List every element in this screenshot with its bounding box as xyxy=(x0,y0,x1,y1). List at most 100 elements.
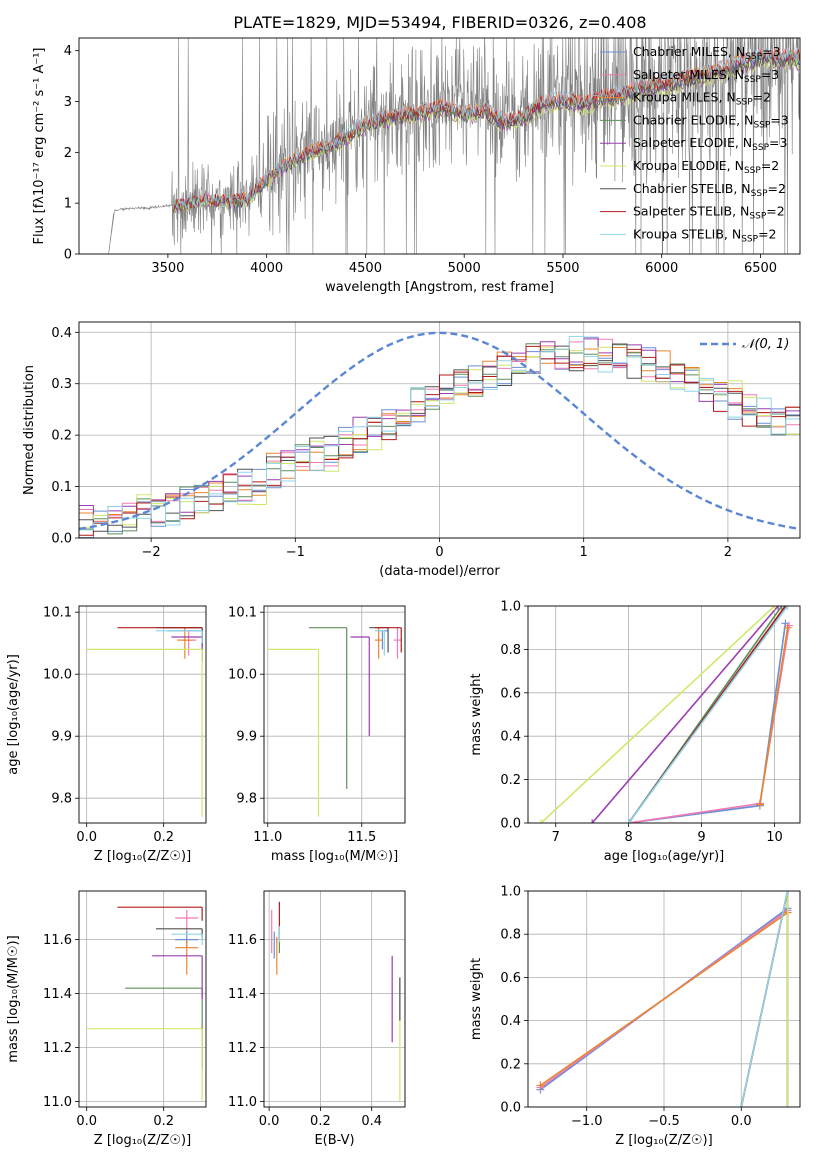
errorbar-kroupa-stelib xyxy=(374,630,385,656)
plot-area xyxy=(79,331,800,538)
x-axis-label: Z [log₁₀(Z/Z☉)] xyxy=(94,1133,191,1148)
point-marker xyxy=(770,606,779,610)
plot-area xyxy=(79,38,800,254)
y-tick-label: 4 xyxy=(64,44,72,59)
axes-frame xyxy=(78,37,801,255)
y-tick-label: 10.0 xyxy=(43,668,72,683)
plot-area xyxy=(86,906,203,1102)
axes-frame xyxy=(78,321,801,539)
y-tick-label: 0.2 xyxy=(500,1057,521,1072)
y-tick-label: 10.0 xyxy=(228,668,257,683)
errorbar-chabrier-stelib xyxy=(163,627,203,641)
point-marker xyxy=(783,891,792,895)
histogram-kroupa-stelib xyxy=(79,335,800,538)
normal-curve xyxy=(79,331,800,531)
axes-frame xyxy=(527,890,801,1108)
errorbar-salpeter-elodie xyxy=(152,955,203,999)
plot-area xyxy=(267,627,402,817)
line-salpeter-elodie xyxy=(591,606,779,823)
y-tick-label: 9.9 xyxy=(51,730,72,745)
x-tick-label: 0.2 xyxy=(153,830,174,845)
point-marker xyxy=(755,800,764,809)
y-tick-label: 1.0 xyxy=(500,885,521,900)
y-axis-label: Flux [fλ10⁻¹⁷ erg cm⁻² s⁻¹ A⁻¹] xyxy=(32,48,47,245)
x-tick-label: 1 xyxy=(580,545,588,560)
line-kroupa-stelib xyxy=(740,891,789,1107)
y-tick-label: 9.8 xyxy=(236,792,257,807)
x-tick-label: −1 xyxy=(286,545,305,560)
y-tick-label: 1.0 xyxy=(500,600,521,615)
x-tick-label: −0.5 xyxy=(648,1114,680,1129)
point-marker xyxy=(737,1103,746,1107)
point-marker xyxy=(588,819,597,823)
chart-panel-1: 3500 4000 4500 5000 5500 6000 6500 0 1 2 3 4 wavelen… xyxy=(32,37,801,295)
y-tick-label: 9.8 xyxy=(51,792,72,807)
y-axis-label: age [log₁₀(age/yr)] xyxy=(6,654,21,775)
x-tick-label: 5000 xyxy=(448,261,481,276)
figure-title: PLATE=1829, MJD=53494, FIBERID=0326, z=0… xyxy=(233,13,646,32)
y-axis-label: Normed distribution xyxy=(22,365,37,495)
y-tick-label: 0.1 xyxy=(51,480,72,495)
y-tick-label: 0.4 xyxy=(500,1014,521,1029)
x-tick-label: 0.0 xyxy=(731,1114,752,1129)
plot-area xyxy=(536,891,792,1107)
line-kroupa-stelib xyxy=(627,606,789,823)
legend-entry: Kroupa ELODIE, NSSP=2 xyxy=(633,158,779,176)
errorbar-salpeter-elodie xyxy=(350,636,370,737)
errorbar-kroupa-stelib xyxy=(171,933,203,945)
y-tick-label: 0.6 xyxy=(500,686,521,701)
y-tick-label: 0.0 xyxy=(500,817,521,832)
line-kroupa-miles xyxy=(539,911,789,1087)
x-tick-label: 0.2 xyxy=(310,1114,331,1129)
chart-panel-6: 0.0 0.2 11.0 11.2 11.4 11.6 Z [log₁₀(Z/Z☉)] mas… xyxy=(6,890,207,1148)
point-marker xyxy=(777,606,786,610)
legend-entry: Chabrier ELODIE, NSSP=3 xyxy=(633,112,789,130)
y-tick-label: 0.4 xyxy=(51,326,72,341)
errorbar-kroupa-miles xyxy=(374,627,383,659)
errorbar-kroupa-miles xyxy=(175,939,199,975)
errorbar-kroupa-elodie xyxy=(86,648,203,817)
x-axis-label: (data-model)/error xyxy=(379,564,500,579)
x-tick-label: 0 xyxy=(435,545,443,560)
x-tick-label: 0.0 xyxy=(259,1114,280,1129)
legend-entry: Kroupa MILES, NSSP=2 xyxy=(633,90,771,108)
errorbar-salpeter-miles xyxy=(180,630,197,656)
x-tick-label: 4500 xyxy=(349,261,382,276)
histogram-chabrier-elodie xyxy=(79,343,800,538)
legend: Chabrier MILES, NSSP=3 Salpeter MILES, NS… xyxy=(600,44,789,244)
x-axis-label: Z [log₁₀(Z/Z☉)] xyxy=(94,849,191,864)
axes-frame xyxy=(263,605,406,824)
x-tick-label: −1.0 xyxy=(571,1114,603,1129)
x-tick-label: 7 xyxy=(552,830,560,845)
y-axis-label: mass [log₁₀(M/M☉)] xyxy=(6,935,21,1062)
y-tick-label: 10.1 xyxy=(43,606,72,621)
x-tick-label: 0.4 xyxy=(361,1114,382,1129)
x-tick-label: 5500 xyxy=(546,261,579,276)
y-tick-label: 0 xyxy=(64,248,72,263)
errorbar-salpeter-miles xyxy=(393,627,402,659)
plot-area xyxy=(86,627,203,817)
x-tick-label: 6500 xyxy=(744,261,777,276)
errorbar-salpeter-stelib xyxy=(374,627,402,653)
x-axis-label: E(B-V) xyxy=(314,1133,354,1148)
errorbar-kroupa-elodie xyxy=(86,1028,203,1102)
chart-panel-5: 7 8 9 10 0.0 0.2 0.4 0.6 0.8 1.0 age [log₁₀(age/yr… xyxy=(469,600,801,864)
point-marker xyxy=(783,1103,792,1107)
point-marker xyxy=(774,606,783,610)
errorbar-kroupa-miles xyxy=(177,627,193,659)
axes-frame xyxy=(78,605,207,824)
y-tick-label: 9.9 xyxy=(236,730,257,745)
y-tick-label: 10.1 xyxy=(228,606,257,621)
errorbar-salpeter-miles xyxy=(175,909,199,932)
errorbar-kroupa-elodie xyxy=(267,648,320,817)
x-tick-label: 3500 xyxy=(151,261,184,276)
x-axis-label: mass [log₁₀(M/M☉)] xyxy=(271,849,398,864)
y-tick-label: 11.2 xyxy=(43,1041,72,1056)
model-line-salpeter-miles xyxy=(173,46,800,210)
x-tick-label: 11.5 xyxy=(347,830,376,845)
x-axis-label: wavelength [Angstrom, rest frame] xyxy=(325,280,554,295)
model-line-chabrier-stelib xyxy=(173,54,800,213)
chart-panel-4: 11.0 11.5 9.8 9.9 10.0 10.1 mass [log₁₀(M/M☉)] xyxy=(228,605,406,864)
x-tick-label: 6000 xyxy=(645,261,678,276)
